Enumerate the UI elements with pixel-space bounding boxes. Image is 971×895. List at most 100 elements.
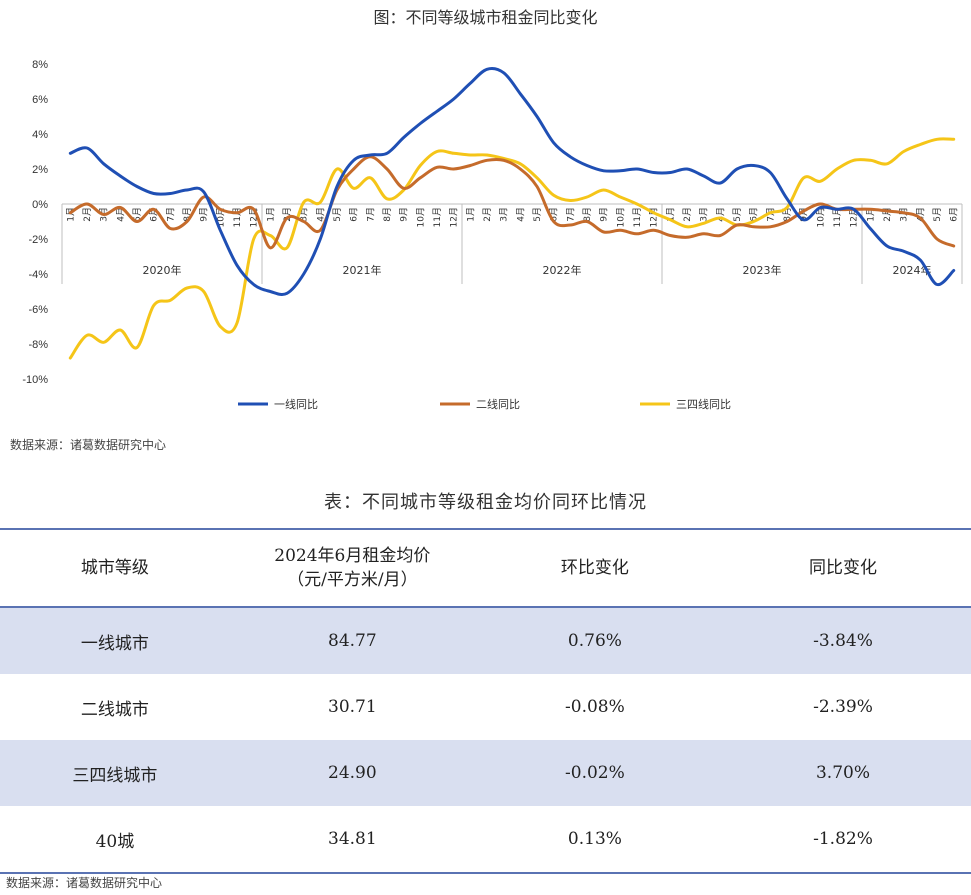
x-tick-label: 3月	[299, 207, 310, 222]
x-tick-label: 7月	[765, 207, 776, 222]
x-tick-label: 3月	[699, 207, 710, 222]
cell-mom: 0.76%	[474, 607, 715, 674]
year-label: 2021年	[343, 263, 382, 277]
table-row: 三四线城市 24.90 -0.02% 3.70%	[0, 740, 971, 806]
x-tick-label: 12月	[649, 207, 660, 227]
x-tick-label: 7月	[565, 207, 576, 222]
series-layer	[68, 67, 956, 360]
x-tick-label: 5月	[132, 207, 143, 222]
cell-price: 30.71	[328, 697, 377, 717]
table-row: 一线城市 84.77 0.76% -3.84%	[0, 607, 971, 674]
x-tick-label: 10月	[415, 207, 426, 227]
y-tick-label: 6%	[32, 94, 48, 106]
legend-item: 三四线同比	[640, 397, 731, 411]
rent-table: 城市等级 2024年6月租金均价 （元/平方米/月） 环比变化 同比变化 一线城…	[0, 528, 971, 874]
table-row: 二线城市 30.71 -0.08% -2.39%	[0, 674, 971, 740]
cell-price: 34.81	[229, 806, 475, 874]
x-tick-label: 11月	[832, 207, 843, 227]
y-tick-label: -6%	[28, 304, 48, 316]
cell-price: 24.90	[229, 740, 475, 806]
x-tick-label: 11月	[632, 207, 643, 227]
y-tick-label: 8%	[32, 59, 48, 71]
x-tick-label: 8月	[182, 207, 193, 222]
x-tick-label: 12月	[849, 207, 860, 227]
year-label: 2022年	[543, 263, 582, 277]
cell-level: 40城	[0, 806, 230, 874]
x-tick-label: 2月	[682, 207, 693, 222]
header-avg-price-unit: （元/平方米/月）	[287, 570, 418, 590]
x-tick-label: 8月	[382, 207, 393, 222]
x-tick-label: 11月	[232, 207, 243, 227]
cell-yoy: 3.70%	[714, 740, 971, 806]
x-tick-label: 6月	[949, 207, 960, 222]
x-tick-label: 2月	[82, 207, 93, 222]
x-tick-label: 5月	[532, 207, 543, 222]
y-tick-label: -2%	[28, 234, 48, 246]
legend-label: 三四线同比	[676, 397, 731, 411]
cell-mom: -0.02%	[474, 740, 715, 806]
x-tick-label: 2月	[882, 207, 893, 222]
legend-label: 一线同比	[274, 397, 318, 411]
x-tick-label: 9月	[799, 207, 810, 222]
y-tick-label: 0%	[32, 199, 48, 211]
x-tick-label: 2月	[282, 207, 293, 222]
x-tick-label: 1月	[465, 207, 476, 222]
series-line-1	[68, 67, 956, 296]
x-tick-label: 2月	[482, 207, 493, 222]
x-tick-label: 10月	[215, 207, 226, 227]
x-tick-label: 10月	[615, 207, 626, 227]
x-tick-label: 8月	[582, 207, 593, 222]
legend: 一线同比 二线同比 三四线同比	[238, 397, 731, 411]
cell-price: 84.77	[229, 607, 475, 674]
axis-layer: 8% 6% 4% 2% 0% -2% -4% -6% -8% -10% 1月 2月 3月 4月 5月 6月 7月…	[22, 59, 963, 386]
x-tick-label: 6月	[749, 207, 760, 222]
table-title: 表：不同城市等级租金均价同环比情况	[324, 492, 647, 513]
x-tick-label: 5月	[932, 207, 943, 222]
x-tick-label: 12月	[449, 207, 460, 227]
x-tick-label: 10月	[815, 207, 826, 227]
table-row: 40城 34.81 0.13% -1.82%	[0, 806, 971, 874]
chart-title: 图：不同等级城市租金同比变化	[373, 8, 598, 27]
x-tick-label: 9月	[599, 207, 610, 222]
x-tick-label: 11月	[432, 207, 443, 227]
cell-yoy: -2.39%	[813, 697, 873, 717]
header-yoy: 同比变化	[714, 528, 971, 608]
table-source-note: 数据来源：诸葛数据研究中心	[6, 876, 163, 890]
x-tick-label: 7月	[165, 207, 176, 222]
x-tick-label: 4月	[115, 207, 126, 222]
header-avg-price-line1: 2024年6月租金均价	[274, 546, 431, 566]
x-tick-label: 1月	[65, 207, 76, 222]
legend-item: 一线同比	[238, 397, 318, 411]
header-mom: 环比变化	[474, 528, 715, 608]
y-tick-label: -4%	[28, 269, 48, 281]
x-tick-label: 1月	[265, 207, 276, 222]
y-tick-label: 4%	[32, 129, 48, 141]
x-tick-label: 9月	[199, 207, 210, 222]
x-tick-label: 6月	[149, 207, 160, 222]
x-tick-label: 1月	[665, 207, 676, 222]
x-tick-label: 9月	[399, 207, 410, 222]
x-tick-label: 8月	[782, 207, 793, 222]
chart-source-note: 数据来源：诸葛数据研究中心	[10, 438, 167, 452]
table-header-row: 城市等级 2024年6月租金均价 （元/平方米/月） 环比变化 同比变化	[0, 528, 971, 608]
x-tick-label: 4月	[715, 207, 726, 222]
x-tick-label: 6月	[349, 207, 360, 222]
cell-level: 三四线城市	[0, 740, 230, 806]
year-label: 2024年	[893, 263, 932, 277]
header-city-level: 城市等级	[0, 528, 230, 608]
year-label: 2020年	[143, 263, 182, 277]
x-tick-label: 1月	[865, 207, 876, 222]
x-tick-label: 4月	[315, 207, 326, 222]
series-line-3	[68, 137, 956, 360]
cell-level: 二线城市	[80, 699, 149, 720]
y-tick-label: -8%	[28, 339, 48, 351]
legend-item: 二线同比	[440, 397, 520, 411]
x-tick-label: 7月	[365, 207, 376, 222]
header-avg-price: 2024年6月租金均价 （元/平方米/月）	[229, 528, 475, 608]
x-tick-label: 3月	[499, 207, 510, 222]
y-tick-label: -10%	[22, 374, 48, 386]
year-label: 2023年	[743, 263, 782, 277]
legend-label: 二线同比	[476, 397, 520, 411]
x-tick-label: 4月	[915, 207, 926, 222]
cell-mom: 0.13%	[474, 806, 715, 874]
